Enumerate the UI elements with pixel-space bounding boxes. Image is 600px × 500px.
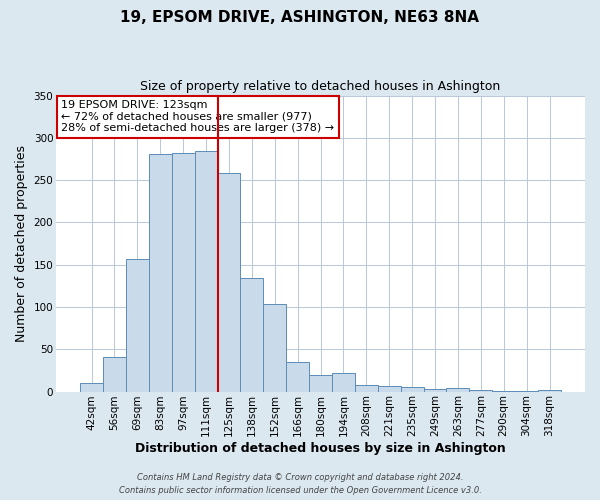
Bar: [538, 390, 561, 392]
Bar: [172, 153, 194, 392]
Bar: [332, 373, 355, 392]
Bar: [492, 390, 515, 392]
Bar: [263, 304, 286, 392]
Title: Size of property relative to detached houses in Ashington: Size of property relative to detached ho…: [140, 80, 500, 93]
Bar: [515, 390, 538, 392]
Bar: [218, 174, 241, 392]
Bar: [126, 259, 149, 392]
Bar: [309, 376, 332, 392]
Bar: [446, 388, 469, 392]
Bar: [355, 385, 378, 392]
Bar: [103, 357, 126, 392]
Bar: [194, 152, 218, 392]
Bar: [401, 388, 424, 392]
Text: 19 EPSOM DRIVE: 123sqm
← 72% of detached houses are smaller (977)
28% of semi-de: 19 EPSOM DRIVE: 123sqm ← 72% of detached…: [61, 100, 334, 133]
X-axis label: Distribution of detached houses by size in Ashington: Distribution of detached houses by size …: [135, 442, 506, 455]
Bar: [469, 390, 492, 392]
Bar: [424, 389, 446, 392]
Bar: [378, 386, 401, 392]
Text: Contains HM Land Registry data © Crown copyright and database right 2024.
Contai: Contains HM Land Registry data © Crown c…: [119, 474, 481, 495]
Bar: [149, 154, 172, 392]
Bar: [80, 383, 103, 392]
Bar: [286, 362, 309, 392]
Bar: [241, 278, 263, 392]
Text: 19, EPSOM DRIVE, ASHINGTON, NE63 8NA: 19, EPSOM DRIVE, ASHINGTON, NE63 8NA: [121, 10, 479, 25]
Y-axis label: Number of detached properties: Number of detached properties: [15, 145, 28, 342]
